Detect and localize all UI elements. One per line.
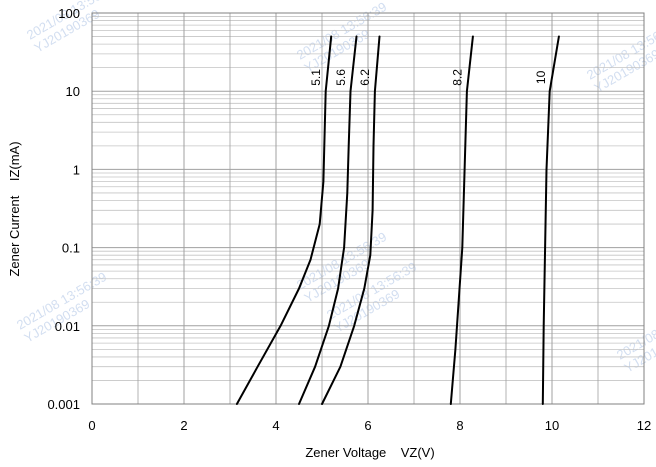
x-tick-label: 8 <box>456 418 463 433</box>
x-tick-label: 2 <box>180 418 187 433</box>
y-tick-label: 10 <box>66 84 80 99</box>
x-tick-label: 0 <box>88 418 95 433</box>
zener-curve-10 <box>541 35 560 405</box>
plot-grid <box>91 12 645 405</box>
curve-label-5.6: 5.6 <box>334 69 348 86</box>
x-tick-label: 12 <box>637 418 651 433</box>
x-axis-tick-labels: 0 2 4 6 8 10 12 <box>88 418 651 433</box>
curve-labels-layer: 5.1 5.6 6.2 8.2 10 <box>309 69 548 86</box>
y-axis-tick-labels: 0.001 0.01 0.1 1 10 100 <box>47 6 80 412</box>
y-tick-label: 0.001 <box>47 397 80 412</box>
curve-label-5.1: 5.1 <box>309 69 323 86</box>
y-axis-title: Zener Current IZ(mA) <box>7 141 22 276</box>
x-tick-label: 4 <box>272 418 279 433</box>
zener-curve-5.1 <box>235 35 333 405</box>
curve-label-6.2: 6.2 <box>358 69 372 86</box>
curve-label-8.2: 8.2 <box>450 69 464 86</box>
y-tick-label: 1 <box>73 162 80 177</box>
y-tick-label: 100 <box>58 6 80 21</box>
zener-curve-6.2 <box>321 35 381 405</box>
curves-layer <box>235 35 560 405</box>
zener-curve-8.2 <box>449 35 474 405</box>
curve-label-10: 10 <box>534 70 548 84</box>
plot-frame <box>91 12 645 405</box>
zener-curve-5.6 <box>298 35 358 405</box>
x-tick-label: 10 <box>545 418 559 433</box>
y-tick-label: 0.1 <box>62 241 80 256</box>
y-tick-label: 0.01 <box>55 319 80 334</box>
x-axis-title: Zener Voltage VZ(V) <box>305 445 434 460</box>
x-tick-label: 6 <box>364 418 371 433</box>
